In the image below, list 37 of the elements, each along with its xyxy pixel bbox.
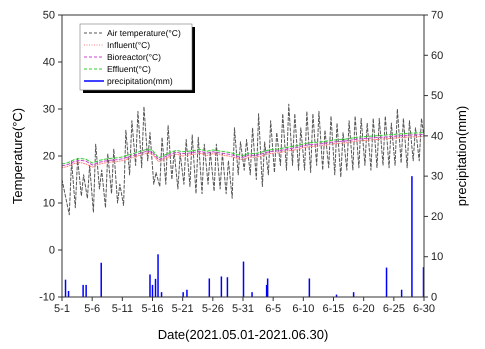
x-tick-label: 5-11 (112, 302, 133, 315)
x-tick-label: 6-25 (382, 302, 405, 315)
y2-tick-label: 70 (431, 10, 444, 22)
x-tick-label: 6-30 (412, 302, 436, 315)
y-tick-label: 30 (42, 104, 55, 116)
x-tick-label: 5-1 (54, 302, 70, 315)
x-tick-label: 6-20 (352, 302, 375, 315)
y2-tick-label: 30 (431, 170, 444, 183)
y-tick-label: 20 (42, 150, 55, 163)
y2-tick-label: 10 (431, 251, 444, 264)
y2-tick-label: 40 (431, 130, 444, 142)
x-tick-label: 5-31 (232, 302, 254, 315)
y-tick-label: 0 (48, 244, 55, 257)
legend-label: Influent(°C) (107, 40, 150, 50)
x-tick-label: 5-21 (172, 302, 194, 315)
y2-tick-label: 20 (431, 210, 444, 223)
y-axis-title: Temperature(°C) (10, 108, 25, 204)
x-tick-label: 5-16 (141, 302, 164, 315)
y-tick-label: 50 (42, 10, 55, 22)
x-tick-label: 5-26 (202, 302, 224, 315)
y2-tick-label: 60 (431, 50, 444, 62)
legend-label: Air temperature(°C) (107, 28, 181, 38)
x-tick-label: 6-10 (292, 302, 314, 315)
x-tick-label: 5-6 (84, 302, 100, 315)
y2-axis-title: precipitation(mm) (454, 106, 469, 206)
legend-label: Effluent(°C) (107, 64, 152, 74)
legend-label: precipitation(mm) (107, 76, 173, 86)
y-tick-label: -10 (39, 292, 55, 304)
y2-tick-label: 50 (431, 90, 444, 102)
line-series (62, 104, 424, 216)
y-tick-label: 40 (42, 56, 55, 69)
legend-label: Bioreactor(°C) (107, 52, 162, 62)
x-axis-title: Date(2021.05.01-2021.06.30) (158, 327, 328, 342)
x-tick-label: 6-15 (322, 302, 345, 315)
y-tick-label: 10 (42, 198, 55, 210)
x-tick-label: 6-5 (265, 302, 282, 315)
y2-tick-label: 0 (431, 292, 438, 304)
